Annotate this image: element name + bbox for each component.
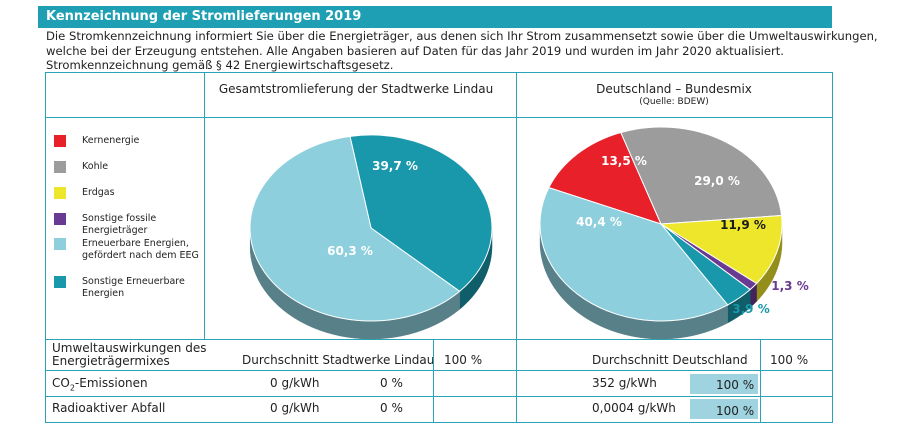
- de-co2-value: 352 g/kWh: [592, 376, 657, 390]
- divider: [516, 72, 517, 340]
- pie-slice: [539, 187, 729, 322]
- de-chart-title: Deutschland – Bundesmix: [596, 82, 752, 96]
- legend-swatch: [54, 187, 66, 199]
- pie-slice-label: 39,7 %: [372, 159, 418, 173]
- legend-swatch: [54, 135, 66, 147]
- legend-label: Kernenergie: [82, 135, 140, 146]
- de-waste-pct: 100 %: [716, 404, 755, 418]
- pie-slice-label: 11,9 %: [720, 218, 766, 232]
- table-divider: [832, 340, 833, 422]
- intro-line: Die Stromkennzeichnung informiert Sie üb…: [46, 29, 878, 43]
- pie-slice: [620, 126, 783, 225]
- legend-swatch: [54, 276, 66, 288]
- pie-slice-label: 1,3 %: [771, 279, 808, 293]
- table-header-label-line: Energieträgermixes: [52, 354, 170, 368]
- intro-text: Die Stromkennzeichnung informiert Sie üb…: [46, 29, 878, 73]
- divider: [45, 117, 833, 118]
- legend-label: Sonstige fossile Energieträger: [82, 213, 157, 236]
- lindau-waste-pct: 0 %: [380, 401, 403, 415]
- de-chart-source: (Quelle: BDEW): [639, 97, 709, 107]
- lindau-co2-pct: 0 %: [380, 376, 403, 390]
- pie-slice-label: 3,9 %: [732, 302, 769, 316]
- de-waste-value: 0,0004 g/kWh: [592, 401, 676, 415]
- table-divider: [45, 370, 833, 371]
- table-divider: [45, 396, 833, 397]
- lindau-co2-value: 0 g/kWh: [270, 376, 320, 390]
- legend-swatch: [54, 238, 66, 250]
- table-row-label: CO2-Emissionen: [52, 376, 148, 392]
- legend-label: Erneuerbare Energien, gefördert nach dem…: [82, 238, 199, 261]
- co2-label-sub: 2: [69, 383, 75, 393]
- table-header-lindau: Durchschnitt Stadtwerke Lindau: [242, 353, 435, 367]
- lindau-chart-title: Gesamtstromlieferung der Stadtwerke Lind…: [218, 82, 494, 96]
- pie-slice: [659, 215, 783, 285]
- pie-slice-label: 60,3 %: [327, 244, 373, 258]
- legend-label: Sonstige Erneuerbare Energien: [82, 276, 185, 299]
- table-divider: [45, 422, 833, 423]
- pie-slice: [548, 131, 662, 225]
- table-header-de: Durchschnitt Deutschland: [592, 353, 748, 367]
- chart-frame: [45, 72, 833, 340]
- table-divider: [45, 340, 46, 422]
- table-divider: [433, 340, 434, 422]
- table-header-de-pct: 100 %: [770, 353, 809, 367]
- intro-line: Stromkennzeichnung gemäß § 42 Energiewir…: [46, 58, 394, 72]
- table-header-label: Umweltauswirkungen des Energieträgermixe…: [52, 342, 206, 368]
- table-row-label: Radioaktiver Abfall: [52, 401, 166, 415]
- lindau-waste-value: 0 g/kWh: [270, 401, 320, 415]
- page-title: Kennzeichnung der Stromlieferungen 2019: [38, 6, 832, 28]
- divider: [204, 72, 205, 340]
- pie-slice: [249, 135, 461, 322]
- legend-swatch: [54, 213, 66, 225]
- pie-slice-label: 40,4 %: [576, 215, 622, 229]
- pie-slice-label: 29,0 %: [694, 174, 740, 188]
- pie-slice-label: 13,5 %: [601, 154, 647, 168]
- legend-label: Kohle: [82, 161, 109, 172]
- legend-swatch: [54, 161, 66, 173]
- table-header-label-line: Umweltauswirkungen des: [52, 341, 207, 355]
- de-co2-bar: [690, 374, 758, 394]
- co2-label-rest: -Emissionen: [74, 376, 148, 390]
- table-divider: [516, 340, 517, 422]
- de-co2-pct: 100 %: [716, 378, 755, 392]
- table-header-lindau-pct: 100 %: [444, 353, 483, 367]
- pie-slice: [349, 134, 493, 292]
- co2-label-main: CO: [52, 376, 70, 390]
- intro-line: welche bei der Erzeugung entstehen. Alle…: [46, 43, 784, 58]
- table-divider: [760, 340, 761, 422]
- de-waste-bar: [690, 399, 758, 419]
- legend-label: Erdgas: [82, 187, 115, 198]
